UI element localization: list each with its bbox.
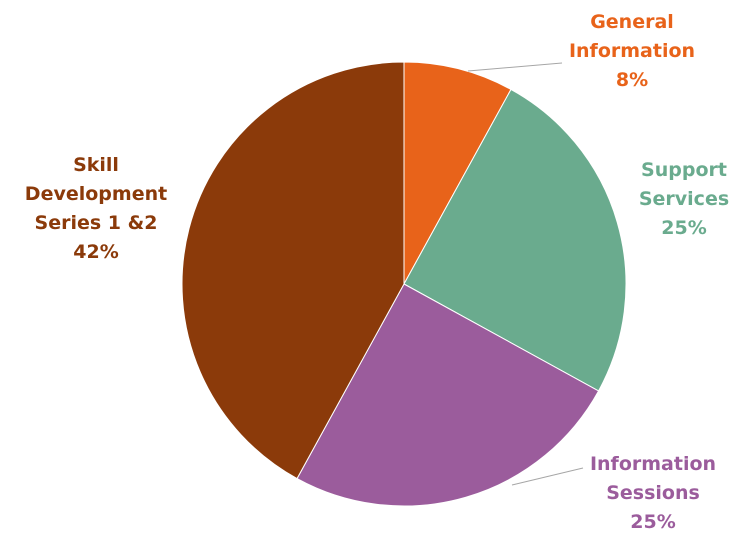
pie-slices [181,61,627,507]
leader-lines [467,62,584,486]
slice-category-label: Sessions [606,482,700,504]
pie-slice-skill-development-series-1-2 [181,61,405,480]
slice-category-label: General [590,11,674,33]
leader-line [511,467,584,486]
pie-slice-support-services [403,88,627,392]
leader-line [467,62,563,72]
slice-percent-label: 25% [630,511,675,533]
slice-category-label: Information [569,40,695,62]
slice-label: Information Sessions 25% [590,453,716,533]
pie-slice-general-information [403,61,512,285]
slice-category-label: Support [641,159,727,181]
slice-percent-label: 8% [616,69,648,91]
slice-label: General Information 8% [569,11,695,91]
slice-label: Support Services 25% [639,159,729,239]
slice-label: Skill Development Series 1 &2 42% [25,154,167,263]
slice-percent-label: 25% [661,217,706,239]
slice-category-label: Skill [73,154,119,176]
slice-category-label: Series 1 &2 [35,212,158,234]
slice-labels: General Information 8%Support Services 25%In… [25,11,729,533]
slice-category-label: Services [639,188,729,210]
pie-slice-information-sessions [296,283,600,507]
slice-percent-label: 42% [73,241,118,263]
slice-category-label: Development [25,183,167,205]
slice-category-label: Information [590,453,716,475]
